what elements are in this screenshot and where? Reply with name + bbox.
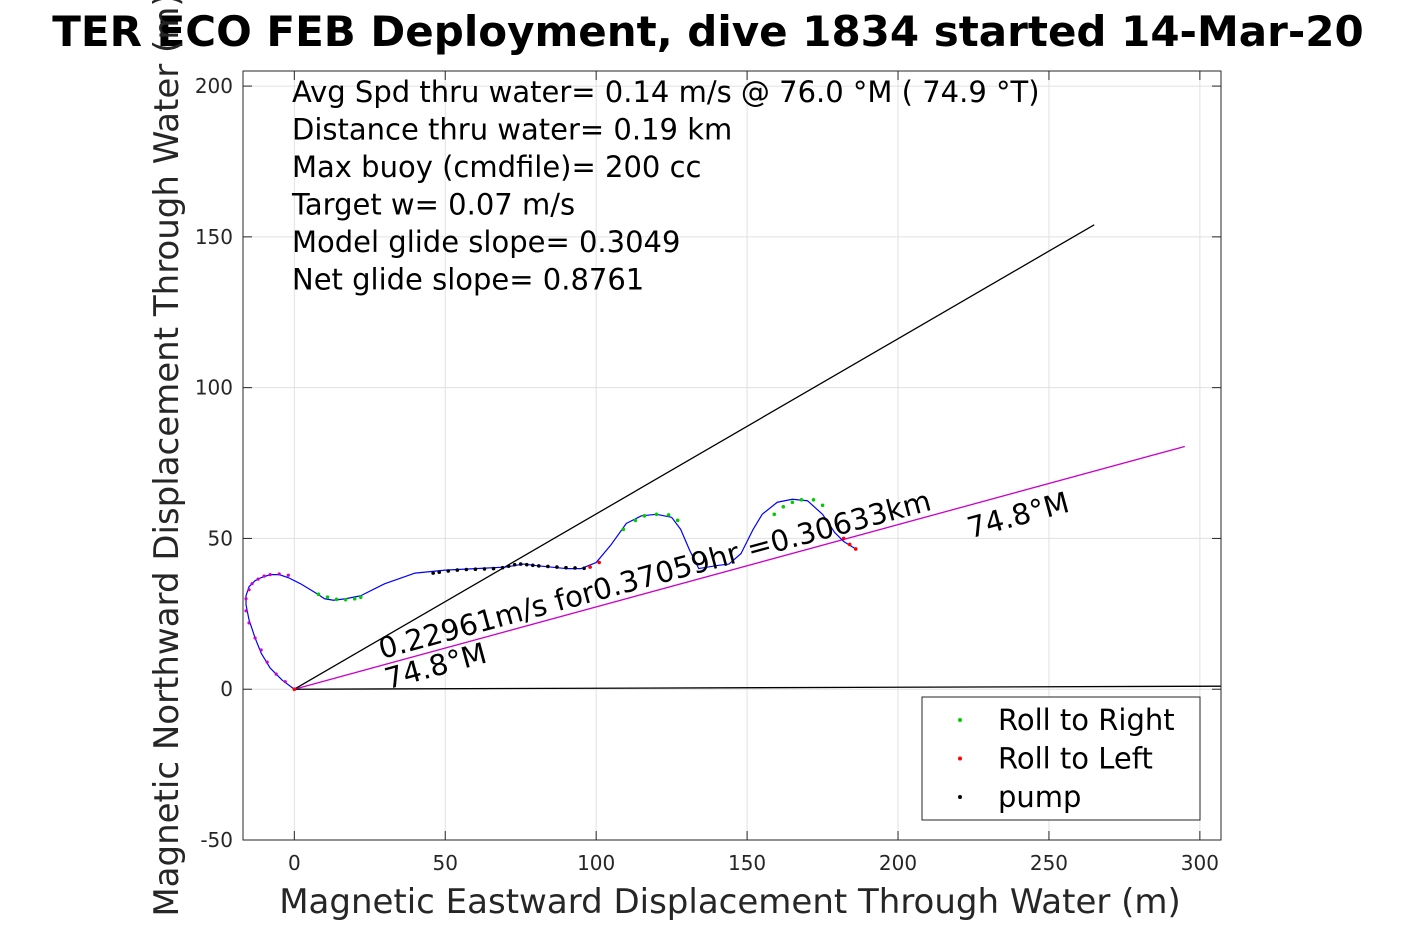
roll-left-point — [292, 687, 297, 692]
track-marker-point — [265, 660, 269, 664]
roll-right-point — [334, 597, 339, 602]
track-marker-point — [274, 672, 278, 676]
roll-right-point — [654, 512, 659, 517]
y-axis-label: Magnetic Northward Displacement Through … — [147, 0, 187, 917]
legend: Roll to Right Roll to Left pump — [921, 696, 1201, 821]
y-tick-label: 150 — [195, 225, 233, 249]
pump-point — [582, 566, 586, 571]
x-tick-label: 300 — [1181, 851, 1219, 875]
track-marker-point — [247, 621, 251, 625]
legend-label: Roll to Right — [998, 703, 1175, 737]
stats-block: Avg Spd thru water= 0.14 m/s @ 76.0 °M (… — [291, 75, 1040, 297]
roll-left-point — [588, 565, 592, 569]
stats-line: Target w= 0.07 m/s — [291, 188, 575, 222]
track-marker-point — [262, 574, 266, 578]
y-tick-label: 50 — [208, 526, 233, 550]
pump-point — [512, 562, 517, 567]
roll-left-point — [841, 536, 846, 541]
legend-marker — [958, 718, 962, 722]
pump-point — [537, 564, 541, 568]
roll-right-point — [358, 595, 363, 600]
pump-point — [473, 567, 478, 571]
roll-right-point — [633, 518, 638, 523]
roll-right-point — [799, 498, 804, 502]
roll-right-point — [666, 513, 671, 517]
stats-line: Model glide slope= 0.3049 — [292, 225, 680, 259]
roll-right-point — [642, 514, 647, 518]
track-marker-point — [244, 609, 248, 613]
pump-point — [464, 567, 469, 572]
roll-right-point — [811, 498, 816, 502]
axis-ticks: 0 50 100 150 200 250 300 -50 0 50 100 150 200 — [195, 71, 1221, 875]
track-marker-point — [250, 582, 254, 586]
roll-right-point — [325, 595, 330, 600]
pump-point — [506, 564, 511, 568]
pump-point — [564, 565, 568, 570]
reference-line — [294, 685, 1222, 690]
roll-right-point — [352, 596, 357, 601]
reference-line — [293, 224, 1095, 690]
roll-right-point — [675, 518, 680, 523]
roll-right-point — [790, 500, 795, 505]
y-tick-label: -50 — [200, 828, 233, 852]
track-marker-point — [283, 680, 287, 684]
legend-marker — [958, 795, 962, 799]
reference-line — [294, 445, 1185, 690]
legend-label: pump — [998, 780, 1081, 814]
x-axis-label: Magnetic Eastward Displacement Through W… — [279, 882, 1181, 922]
roll-left-point — [597, 560, 601, 565]
y-tick-label: 0 — [220, 677, 233, 701]
pump-point — [431, 571, 435, 575]
roll-right-point — [343, 597, 348, 602]
legend-box — [921, 696, 1201, 821]
roll-right-point — [820, 503, 825, 508]
x-tick-label: 250 — [1030, 851, 1068, 875]
track-marker-point — [244, 597, 248, 601]
plot-frame — [242, 70, 1222, 841]
pump-point — [518, 562, 523, 566]
track-marker-point — [247, 588, 251, 592]
x-tick-label: 200 — [879, 851, 917, 875]
stats-line: Avg Spd thru water= 0.14 m/s @ 76.0 °M (… — [292, 75, 1040, 109]
pump-point — [546, 564, 550, 569]
stats-line: Distance thru water= 0.19 km — [292, 113, 732, 147]
y-tick-label: 100 — [195, 376, 233, 400]
y-tick-label: 200 — [195, 74, 233, 98]
roll-left-point — [853, 547, 858, 551]
x-tick-label: 150 — [728, 851, 766, 875]
stats-line: Max buoy (cmdfile)= 200 cc — [292, 150, 701, 184]
x-tick-label: 50 — [433, 851, 458, 875]
chart-title: TER ECO FEB Deployment, dive 1834 starte… — [52, 7, 1363, 56]
pump-point — [482, 567, 487, 571]
roll-right-point — [781, 504, 786, 509]
pump-point — [555, 565, 559, 569]
pump-point — [530, 563, 535, 568]
x-tick-label: 0 — [288, 851, 301, 875]
track-marker-point — [259, 648, 263, 652]
track-marker-point — [256, 577, 260, 581]
roll-left-point — [847, 542, 852, 547]
track-marker-point — [253, 636, 257, 640]
pump-point — [524, 562, 529, 567]
pump-point — [500, 565, 505, 570]
legend-label: Roll to Left — [998, 742, 1153, 776]
track-marker-point — [277, 572, 281, 576]
pump-point — [573, 566, 577, 570]
track-marker-point — [286, 573, 290, 577]
x-tick-label: 100 — [577, 851, 615, 875]
roll-right-point — [621, 527, 626, 532]
data-layer — [244, 224, 1222, 692]
pump-point — [491, 566, 496, 571]
roll-right-point — [772, 512, 777, 517]
stats-line: Net glide slope= 0.8761 — [292, 263, 644, 297]
pump-point — [446, 569, 451, 573]
legend-marker — [958, 756, 962, 761]
track-marker-point — [268, 573, 272, 577]
pump-point — [437, 570, 442, 575]
roll-right-point — [316, 592, 321, 597]
pump-point — [455, 568, 460, 572]
